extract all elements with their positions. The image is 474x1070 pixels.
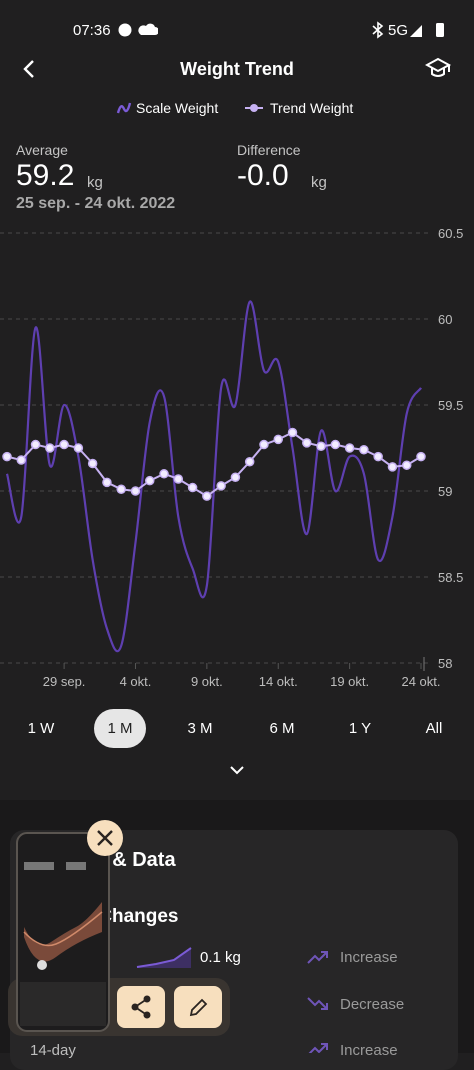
date-range: 25 sep. - 24 okt. 2022 [16, 195, 176, 212]
data-point [45, 443, 55, 453]
status-icons [118, 23, 158, 37]
x-tick-label: 19 okt. [330, 674, 369, 689]
legend-trend-icon [245, 104, 263, 112]
status-network: 5G [388, 22, 409, 39]
period-tab[interactable]: 1 Y [348, 720, 372, 737]
weight-chart: 58 58.5 59 59.5 60 60.5 29 sep. 4 okt. 9 okt. 14 … [0, 226, 463, 689]
change-label: 14-day [30, 1042, 76, 1059]
x-tick-label: 4 okt. [120, 674, 152, 689]
difference-unit: kg [311, 174, 327, 191]
data-point [330, 439, 341, 450]
data-point [187, 482, 198, 493]
data-point [244, 457, 255, 467]
y-tick-label: 59 [438, 484, 452, 499]
data-point [359, 444, 369, 455]
x-tick-label: 14 okt. [259, 674, 298, 689]
series-line [5, 300, 422, 653]
period-tab[interactable]: 3 M [187, 720, 213, 737]
decrease-icon [307, 997, 328, 1010]
data-point [59, 439, 69, 450]
data-point [73, 443, 84, 453]
legend-scale-icon [116, 102, 132, 114]
x-tick-label: 29 sep. [43, 674, 86, 689]
y-tick-label: 58.5 [438, 570, 463, 585]
data-point [116, 484, 126, 495]
data-point [102, 477, 112, 488]
data-point [259, 439, 269, 450]
data-point [145, 475, 155, 486]
difference-value: -0.0 [237, 159, 289, 192]
change-amount: 0.1 kg [200, 949, 241, 966]
bluetooth-icon [372, 21, 384, 39]
average-unit: kg [87, 174, 103, 191]
x-tick-label: 24 okt. [401, 674, 440, 689]
signal-battery [410, 23, 444, 37]
data-point [273, 434, 283, 445]
y-tick-label: 60.5 [438, 226, 463, 241]
data-point [287, 427, 298, 438]
data-point [230, 472, 241, 482]
data-point [2, 451, 12, 462]
edit-button[interactable] [174, 986, 222, 1028]
increase-icon [307, 951, 328, 964]
period-tab[interactable]: 1 W [27, 720, 55, 737]
legend-label: Trend Weight [270, 100, 354, 116]
data-point [87, 458, 98, 469]
change-direction: Increase [340, 1042, 398, 1059]
data-point [30, 439, 41, 450]
data-point [387, 462, 398, 472]
increase-icon [308, 1043, 328, 1053]
change-direction: Decrease [340, 996, 405, 1013]
legend-label: Scale Weight [136, 100, 219, 116]
data-point [302, 438, 312, 448]
back-button[interactable] [18, 58, 40, 80]
y-tick-label: 60 [438, 312, 452, 327]
screenshot-thumbnail[interactable] [16, 832, 110, 1032]
data-point [130, 486, 141, 496]
data-point [216, 481, 226, 491]
average-value: 59.2 [16, 159, 75, 192]
change-direction: Increase [340, 949, 398, 966]
average-label: Average [16, 142, 68, 158]
page-title: Weight Trend [180, 59, 294, 79]
status-time: 07:36 [73, 22, 111, 39]
data-point [316, 441, 326, 452]
y-tick-label: 58 [438, 656, 452, 671]
period-tab[interactable]: All [425, 720, 443, 737]
expand-chevron[interactable] [228, 764, 246, 778]
data-point [416, 451, 426, 462]
learn-button[interactable] [425, 56, 453, 82]
data-point [373, 451, 383, 462]
data-point [401, 460, 412, 470]
data-point [344, 443, 355, 453]
close-preview-button[interactable] [86, 819, 124, 857]
x-tick-label: 9 okt. [191, 674, 223, 689]
period-tab[interactable]: 6 M [269, 720, 295, 737]
data-point [173, 474, 184, 484]
data-point [16, 455, 27, 465]
data-point [159, 469, 169, 479]
share-button[interactable] [117, 986, 165, 1028]
data-point [202, 491, 212, 501]
change-sparkline [136, 947, 192, 968]
y-tick-label: 59.5 [438, 398, 463, 413]
difference-label: Difference [237, 142, 301, 158]
period-tab[interactable]: 1 M [94, 709, 146, 748]
